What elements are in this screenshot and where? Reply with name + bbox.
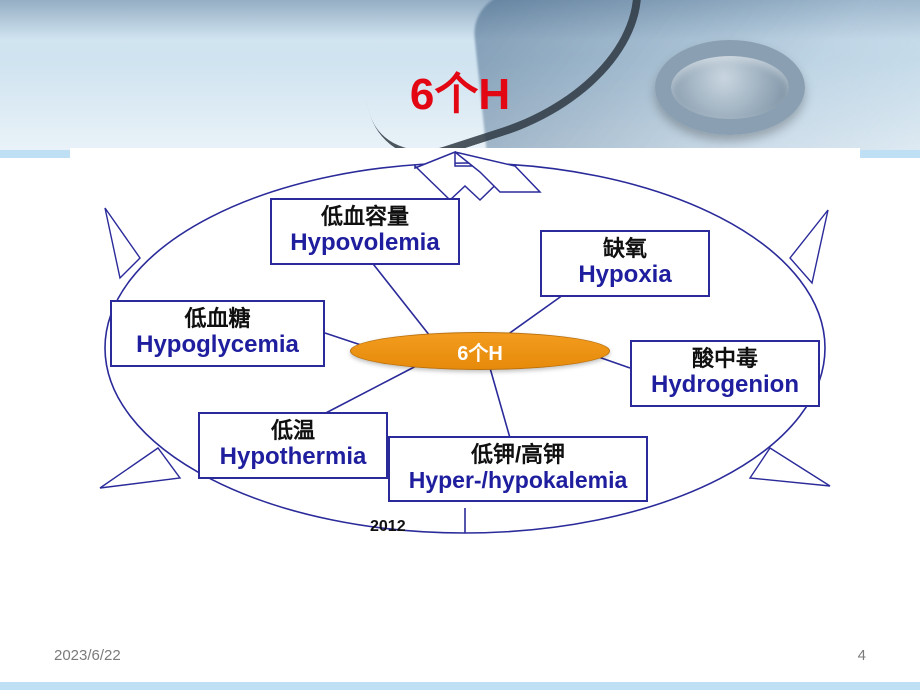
node-kalemia-en: Hyper-/hypokalemia: [400, 467, 636, 493]
node-hydrogenion-en: Hydrogenion: [642, 371, 808, 399]
node-hypoglycemia-cn: 低血糖: [122, 306, 313, 331]
footer-page-number: 4: [858, 647, 866, 664]
year-fragment: 2012: [370, 518, 406, 536]
slide: 6个H 低血容量Hypovolemia 缺氧Hypoxia 低血糖Hypoglyce…: [0, 0, 920, 690]
diagram-area: 低血容量Hypovolemia 缺氧Hypoxia 低血糖Hypoglycemia 酸…: [70, 148, 860, 548]
node-hypovolemia: 低血容量Hypovolemia: [270, 198, 460, 265]
node-hypovolemia-en: Hypovolemia: [282, 229, 448, 257]
center-oval: 6个H: [350, 332, 610, 370]
node-hypovolemia-cn: 低血容量: [282, 204, 448, 229]
footer-strip: [0, 682, 920, 690]
footer-date: 2023/6/22: [54, 647, 121, 664]
node-kalemia-cn: 低钾/高钾: [400, 442, 636, 467]
node-hypoxia-cn: 缺氧: [552, 236, 698, 261]
node-hydrogenion-cn: 酸中毒: [642, 346, 808, 371]
node-hypothermia-en: Hypothermia: [210, 443, 376, 471]
node-hypothermia: 低温Hypothermia: [198, 412, 388, 479]
node-hypothermia-cn: 低温: [210, 418, 376, 443]
node-hypoglycemia: 低血糖Hypoglycemia: [110, 300, 325, 367]
slide-title: 6个H: [0, 58, 920, 122]
node-hypoxia-en: Hypoxia: [552, 261, 698, 289]
node-kalemia: 低钾/高钾Hyper-/hypokalemia: [388, 436, 648, 502]
node-hypoxia: 缺氧Hypoxia: [540, 230, 710, 297]
node-hypoglycemia-en: Hypoglycemia: [122, 331, 313, 359]
center-label: 6个H: [457, 337, 503, 366]
node-hydrogenion: 酸中毒Hydrogenion: [630, 340, 820, 407]
